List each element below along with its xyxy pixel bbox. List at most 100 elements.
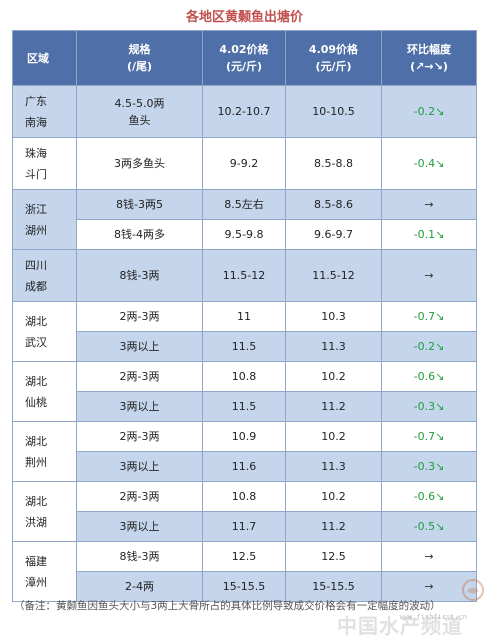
header-price-0409: 4.09价格 (元/斤)	[285, 30, 382, 86]
cell-price-0409: 9.6-9.7	[285, 219, 382, 250]
cell-region: 浙江 湖州	[12, 189, 77, 250]
cell-spec: 2两-3两	[76, 421, 203, 452]
table-title: 各地区黄颡鱼出塘价	[185, 10, 303, 25]
watermark-logo-icon	[462, 579, 484, 601]
cell-spec: 8钱-3两	[76, 541, 203, 572]
cell-price-0402: 8.5左右	[202, 189, 286, 220]
cell-price-0402: 11.6	[202, 451, 286, 482]
cell-region: 广东 南海	[12, 85, 77, 138]
cell-change: -0.5↘	[381, 511, 477, 542]
table-row: 珠海 斗门 3两多鱼头 9-9.2 8.5-8.8 -0.4↘	[12, 137, 477, 190]
header-price-0409-line2: (元/斤)	[315, 60, 352, 73]
table-row: 湖北 洪湖 2两-3两 10.8 10.2 -0.6↘	[12, 481, 477, 542]
cell-price-0409: 11.3	[285, 451, 382, 482]
cell-spec: 3两以上	[76, 451, 203, 482]
cell-change: -0.3↘	[381, 451, 477, 482]
cell-spec: 3两多鱼头	[76, 137, 203, 190]
table-row: 四川 成都 8钱-3两 11.5-12 11.5-12 →	[12, 249, 477, 302]
cell-price-0402: 10.8	[202, 481, 286, 512]
table-row: 3两以上 11.6 11.3 -0.3↘	[13, 451, 477, 482]
cell-price-0409: 11.5-12	[285, 249, 382, 302]
cell-region: 四川 成都	[12, 249, 77, 302]
cell-spec: 3两以上	[76, 331, 203, 362]
cell-region: 福建 漳州	[12, 541, 77, 602]
cell-price-0402: 10.2-10.7	[202, 85, 286, 138]
header-price-0409-line1: 4.09价格	[308, 43, 359, 56]
cell-spec: 8钱-3两5	[76, 189, 203, 220]
cell-change: -0.2↘	[381, 331, 477, 362]
table-row: 浙江 湖州 8钱-3两5 8.5左右 8.5-8.6 →	[12, 189, 477, 250]
cell-price-0409: 10-10.5	[285, 85, 382, 138]
cell-change: -0.3↘	[381, 391, 477, 422]
cell-price-0402: 11.7	[202, 511, 286, 542]
cell-spec: 2两-3两	[76, 301, 203, 332]
cell-price-0402: 11	[202, 301, 286, 332]
cell-region: 珠海 斗门	[12, 137, 77, 190]
cell-change: →	[381, 541, 477, 572]
cell-price-0402: 11.5	[202, 331, 286, 362]
cell-region: 湖北 荆州	[12, 421, 77, 482]
table-row: 3两以上 11.7 11.2 -0.5↘	[13, 511, 477, 542]
cell-price-0402: 9-9.2	[202, 137, 286, 190]
table-row: 福建 漳州 8钱-3两 12.5 12.5 →	[12, 541, 477, 602]
cell-change: -0.4↘	[381, 137, 477, 190]
table-row: 湖北 仙桃 2两-3两 10.8 10.2 -0.6↘	[12, 361, 477, 422]
table-row: 3两以上 11.5 11.2 -0.3↘	[13, 391, 477, 422]
cell-price-0402: 10.9	[202, 421, 286, 452]
cell-price-0409: 10.2	[285, 481, 382, 512]
cell-change: →	[381, 571, 477, 602]
header-region: 区域	[12, 30, 77, 86]
cell-region: 湖北 仙桃	[12, 361, 77, 422]
cell-change: -0.7↘	[381, 421, 477, 452]
cell-change: →	[381, 249, 477, 302]
cell-spec: 2两-3两	[76, 481, 203, 512]
cell-spec: 8钱-4两多	[76, 219, 203, 250]
cell-price-0409: 15-15.5	[285, 571, 382, 602]
header-price-0402-line2: (元/斤)	[225, 60, 263, 73]
watermark-text: 中国水产频道	[337, 614, 463, 638]
cell-spec: 2-4两	[76, 571, 203, 602]
header-spec-line1: 规格	[128, 43, 151, 56]
header-change-line2: (↗→↘)	[410, 60, 448, 73]
cell-spec: 3两以上	[76, 391, 203, 422]
header-change-line1: 环比幅度	[407, 43, 451, 56]
cell-price-0409: 10.2	[285, 361, 382, 392]
cell-price-0402: 10.8	[202, 361, 286, 392]
cell-spec: 8钱-3两	[76, 249, 203, 302]
price-table: 区域 规格 (/尾) 4.02价格 (元/斤) 4.09价格 (元/斤) 环比幅…	[12, 30, 477, 602]
table-row: 湖北 荆州 2两-3两 10.9 10.2 -0.7↘	[12, 421, 477, 482]
header-price-0402: 4.02价格 (元/斤)	[202, 30, 286, 86]
cell-change: -0.6↘	[381, 361, 477, 392]
cell-price-0402: 12.5	[202, 541, 286, 572]
cell-price-0409: 8.5-8.6	[285, 189, 382, 220]
cell-price-0409: 11.2	[285, 511, 382, 542]
cell-price-0409: 8.5-8.8	[285, 137, 382, 190]
header-spec-line2: (/尾)	[126, 60, 153, 73]
table-row: 2-4两 15-15.5 15-15.5 →	[13, 571, 477, 602]
header-price-0402-line1: 4.02价格	[219, 43, 269, 56]
header-spec: 规格 (/尾)	[76, 30, 203, 86]
cell-change: →	[381, 189, 477, 220]
watermark-url: www.fishfirst.cn	[399, 613, 467, 621]
cell-price-0409: 12.5	[285, 541, 382, 572]
cell-change: -0.6↘	[381, 481, 477, 512]
cell-price-0402: 9.5-9.8	[202, 219, 286, 250]
cell-region: 湖北 武汉	[12, 301, 77, 362]
cell-change: -0.2↘	[381, 85, 477, 138]
cell-spec: 4.5-5.0两 鱼头	[76, 85, 203, 138]
cell-spec: 3两以上	[76, 511, 203, 542]
table-row: 湖北 武汉 2两-3两 11 10.3 -0.7↘	[12, 301, 477, 362]
table-body: 广东 南海 4.5-5.0两 鱼头 10.2-10.7 10-10.5 -0.2↘ 珠海 …	[12, 85, 477, 602]
header-row: 区域 规格 (/尾) 4.02价格 (元/斤) 4.09价格 (元/斤) 环比幅…	[12, 30, 477, 86]
cell-change: -0.1↘	[381, 219, 477, 250]
table-row: 3两以上 11.5 11.3 -0.2↘	[13, 331, 477, 362]
cell-price-0409: 11.2	[285, 391, 382, 422]
cell-region: 湖北 洪湖	[12, 481, 77, 542]
header-change: 环比幅度 (↗→↘)	[381, 30, 477, 86]
cell-price-0409: 10.2	[285, 421, 382, 452]
table-row: 8钱-4两多 9.5-9.8 9.6-9.7 -0.1↘	[13, 219, 477, 250]
table-row: 广东 南海 4.5-5.0两 鱼头 10.2-10.7 10-10.5 -0.2↘	[12, 85, 477, 138]
cell-price-0402: 11.5	[202, 391, 286, 422]
cell-change: -0.7↘	[381, 301, 477, 332]
cell-price-0409: 11.3	[285, 331, 382, 362]
